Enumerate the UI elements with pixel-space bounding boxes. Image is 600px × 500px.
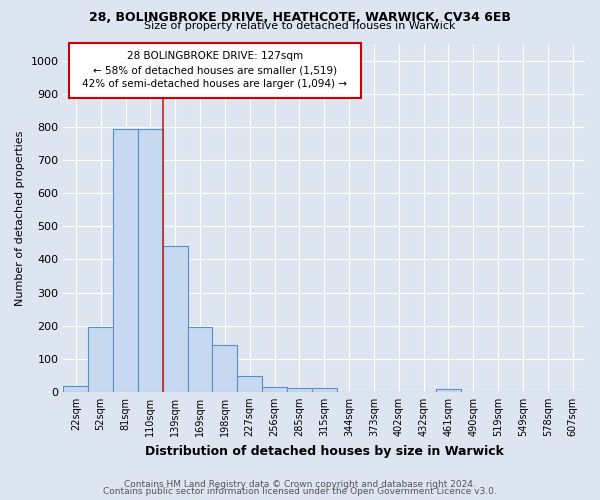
Text: Contains public sector information licensed under the Open Government Licence v3: Contains public sector information licen… bbox=[103, 487, 497, 496]
Bar bbox=[113, 129, 138, 392]
Text: Contains HM Land Registry data © Crown copyright and database right 2024.: Contains HM Land Registry data © Crown c… bbox=[124, 480, 476, 489]
Bar bbox=[287, 388, 312, 392]
X-axis label: Distribution of detached houses by size in Warwick: Distribution of detached houses by size … bbox=[145, 444, 503, 458]
Bar bbox=[64, 386, 88, 392]
Bar bbox=[237, 376, 262, 392]
Bar bbox=[188, 328, 212, 392]
Bar bbox=[163, 246, 188, 392]
FancyBboxPatch shape bbox=[68, 42, 361, 98]
Text: Size of property relative to detached houses in Warwick: Size of property relative to detached ho… bbox=[144, 21, 456, 31]
Y-axis label: Number of detached properties: Number of detached properties bbox=[15, 130, 25, 306]
Bar bbox=[212, 346, 237, 392]
Bar bbox=[138, 129, 163, 392]
Text: 28 BOLINGBROKE DRIVE: 127sqm
← 58% of detached houses are smaller (1,519)
42% of: 28 BOLINGBROKE DRIVE: 127sqm ← 58% of de… bbox=[82, 52, 347, 90]
Bar bbox=[88, 328, 113, 392]
Text: 28, BOLINGBROKE DRIVE, HEATHCOTE, WARWICK, CV34 6EB: 28, BOLINGBROKE DRIVE, HEATHCOTE, WARWIC… bbox=[89, 11, 511, 24]
Bar bbox=[436, 389, 461, 392]
Bar bbox=[262, 387, 287, 392]
Bar bbox=[312, 388, 337, 392]
